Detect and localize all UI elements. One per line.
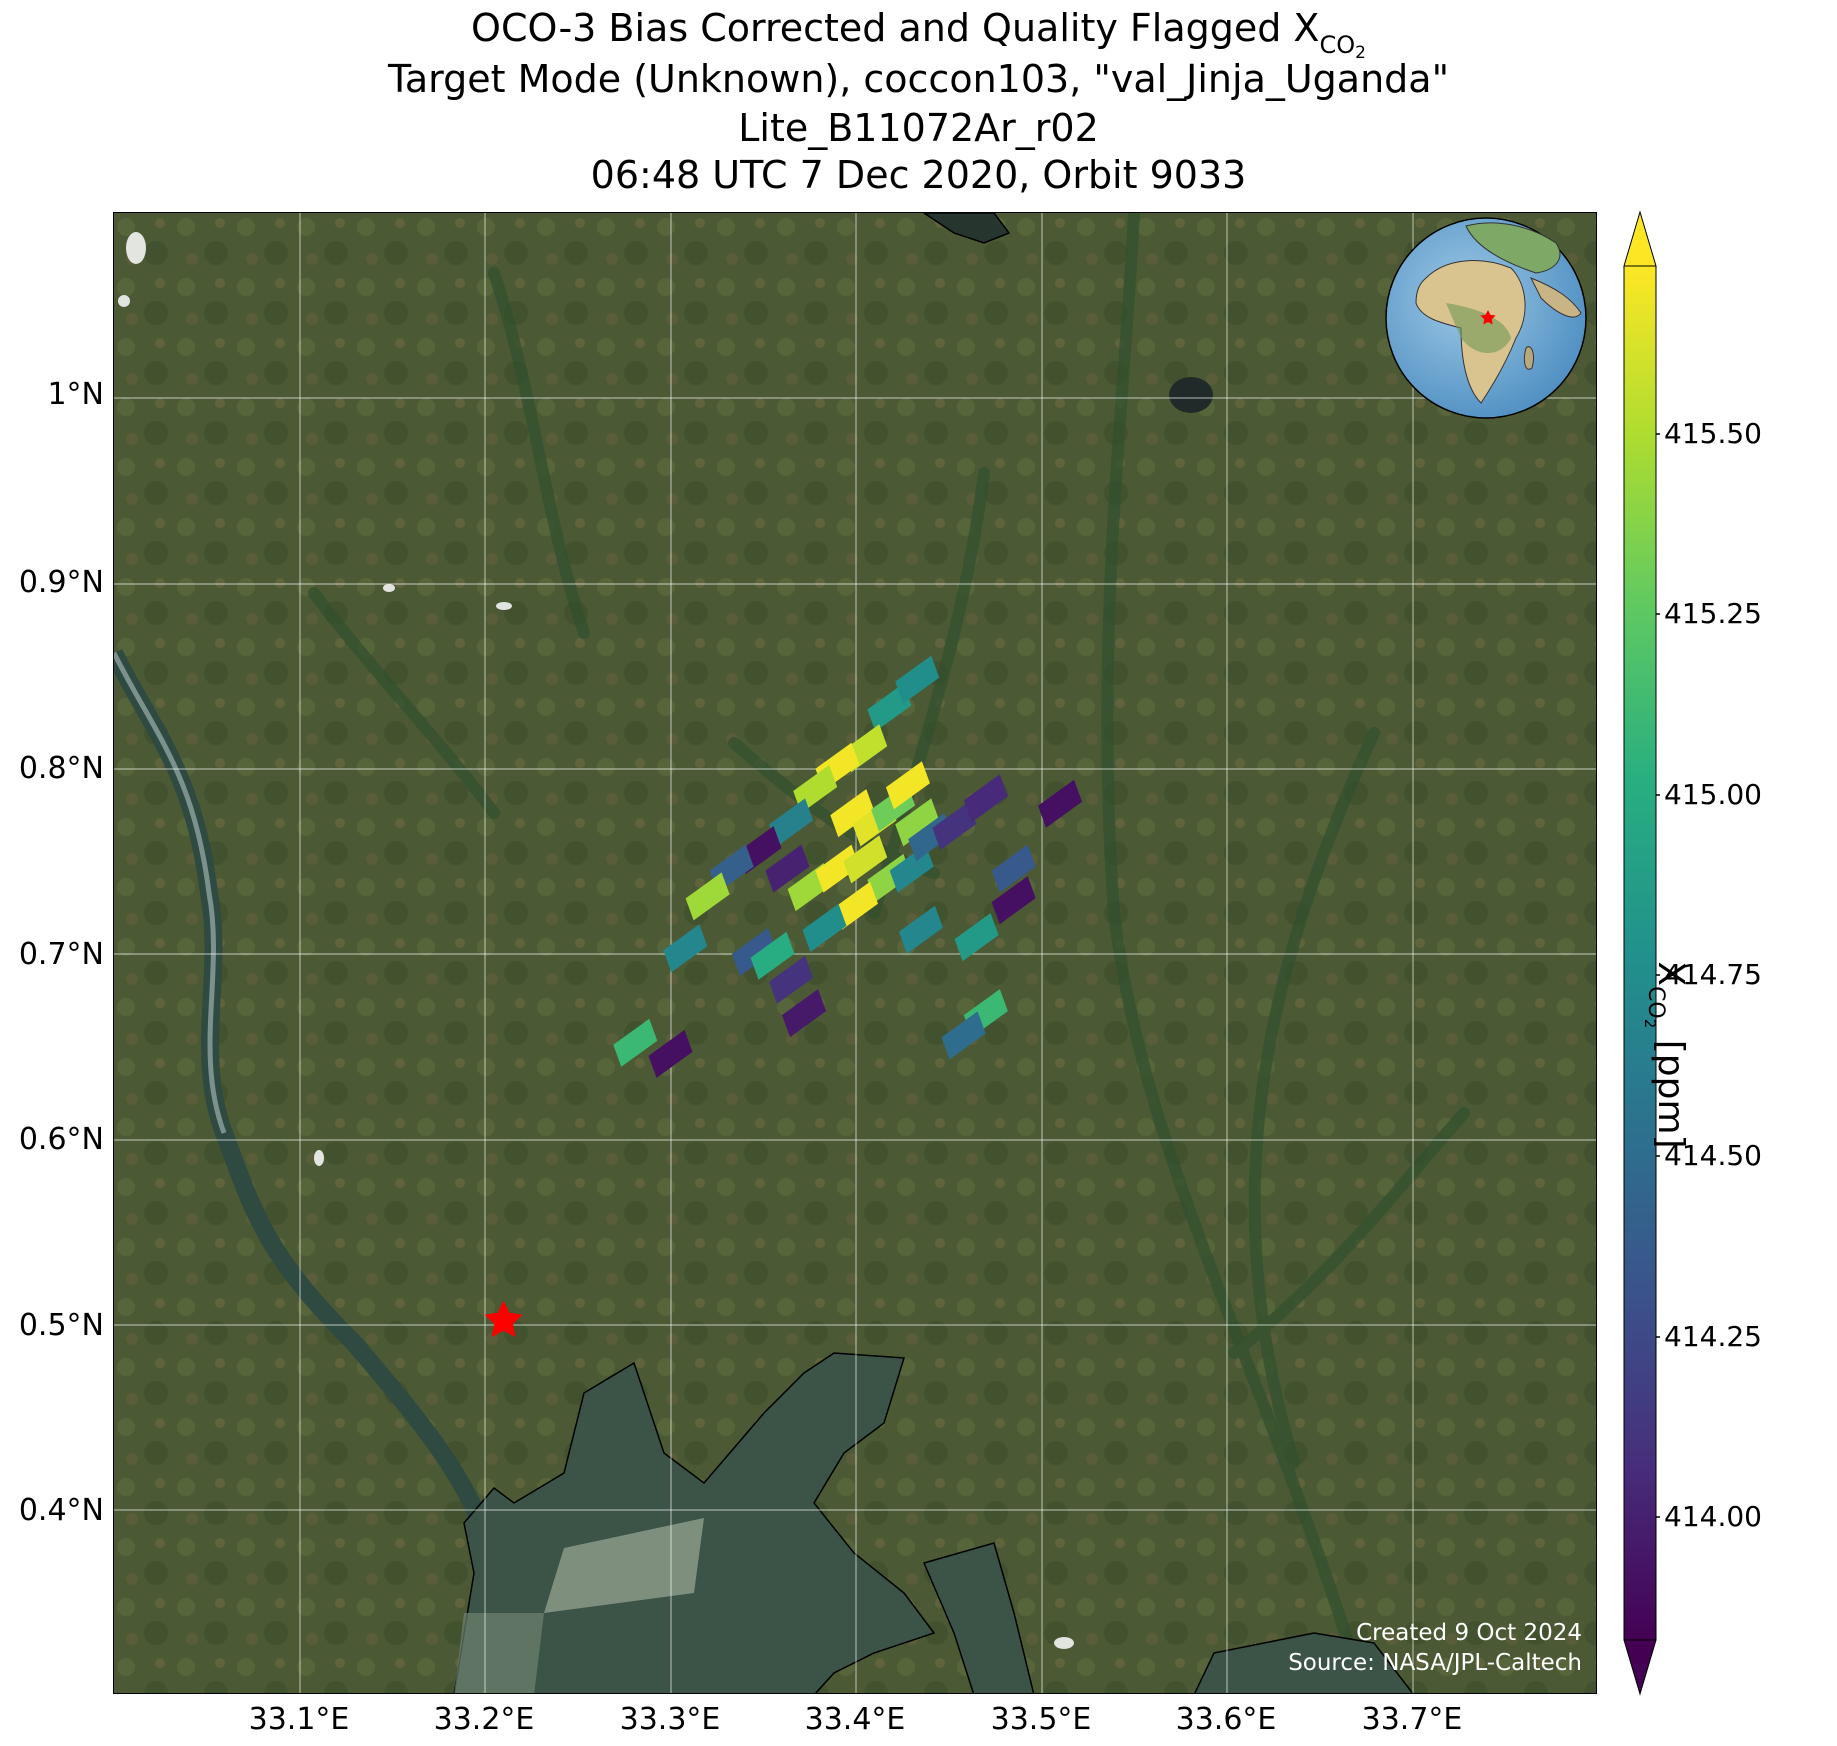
sounding-footprint xyxy=(991,876,1036,925)
y-tick-label: 0.9°N xyxy=(18,565,104,600)
credit-created: Created 9 Oct 2024 xyxy=(1356,1620,1582,1646)
x-tick-label: 33.5°E xyxy=(990,1702,1092,1737)
sounding-footprint xyxy=(954,913,999,962)
sounding-footprint xyxy=(765,844,810,893)
sounding-layer xyxy=(613,655,1083,1078)
sounding-footprint xyxy=(685,872,730,921)
x-tick-label: 33.3°E xyxy=(619,1702,721,1737)
x-tick-label: 33.2°E xyxy=(433,1702,535,1737)
colorbar-tick-label: 415.00 xyxy=(1664,778,1762,811)
sounding-footprint xyxy=(769,955,814,1004)
x-tick-label: 33.1°E xyxy=(248,1702,350,1737)
drainage-channels xyxy=(308,213,1470,1693)
small-lake xyxy=(1169,377,1213,413)
sounding-footprint xyxy=(889,844,934,893)
title-line-2: Target Mode (Unknown), coccon103, "val_J… xyxy=(387,57,1450,101)
x-tick-label: 33.4°E xyxy=(804,1702,906,1737)
sounding-footprint xyxy=(843,835,888,884)
sounding-footprint xyxy=(750,931,795,980)
colorbar-label: XCO2 [ppm] xyxy=(1641,961,1691,1149)
sounding-footprint xyxy=(815,844,860,893)
y-tick-label: 1°N xyxy=(47,377,104,412)
target-star-icon[interactable] xyxy=(484,1300,523,1337)
title-line-3: Lite_B11072Ar_r02 xyxy=(738,106,1099,150)
y-tick-label: 0.6°N xyxy=(18,1122,104,1157)
lake-east-bay xyxy=(1194,1632,1414,1693)
river-rapids xyxy=(114,651,227,1134)
lake-bay xyxy=(922,1542,1035,1693)
sounding-footprint xyxy=(1038,779,1083,828)
colorbar xyxy=(1623,210,1660,1696)
colorbar-tick-label: 414.25 xyxy=(1664,1320,1762,1353)
sounding-footprint xyxy=(963,774,1008,823)
x-tick-label: 33.6°E xyxy=(1175,1702,1277,1737)
title-line-4: 06:48 UTC 7 Dec 2020, Orbit 9033 xyxy=(590,153,1247,197)
y-tick-label: 0.8°N xyxy=(18,751,104,786)
sounding-footprint xyxy=(941,1011,986,1060)
y-tick-label: 0.7°N xyxy=(18,937,104,972)
colorbar-tick-label: 414.50 xyxy=(1664,1139,1762,1172)
sounding-footprint xyxy=(663,924,708,973)
sounding-footprint xyxy=(834,881,878,930)
colorbar-tick-label: 414.75 xyxy=(1664,958,1762,991)
colorbar-tick-label: 415.50 xyxy=(1664,417,1762,450)
map-panel[interactable]: Created 9 Oct 2024 Source: NASA/JPL-Calt… xyxy=(113,212,1597,1694)
y-tick-label: 0.4°N xyxy=(18,1493,104,1528)
x-tick-label: 33.7°E xyxy=(1361,1702,1463,1737)
sounding-footprint xyxy=(769,798,814,847)
lake-kyoga xyxy=(922,213,1011,244)
sounding-footprint xyxy=(991,844,1036,893)
title-line-1: OCO-3 Bias Corrected and Quality Flagged… xyxy=(471,6,1366,63)
colorbar-extend-max-icon xyxy=(1623,210,1657,267)
sounding-footprint xyxy=(830,789,875,838)
sounding-footprint xyxy=(648,1029,693,1078)
globe-icon xyxy=(1385,217,1587,419)
colorbar-extend-min-icon xyxy=(1623,1639,1657,1696)
y-tick-label: 0.5°N xyxy=(18,1308,104,1343)
clouds xyxy=(118,232,1074,1649)
colorbar-tick-label: 415.25 xyxy=(1664,597,1762,630)
sounding-footprint xyxy=(613,1018,658,1067)
sounding-footprint xyxy=(782,989,827,1038)
colorbar-tick-label: 414.00 xyxy=(1664,1500,1762,1533)
sounding-footprint xyxy=(932,802,977,851)
pale-tile-2 xyxy=(454,1613,544,1693)
sounding-footprint xyxy=(731,928,776,976)
pale-tile xyxy=(544,1518,704,1613)
sounding-footprint xyxy=(895,798,940,847)
credit-source: Source: NASA/JPL-Caltech xyxy=(1288,1650,1582,1676)
map-svg xyxy=(114,213,1596,1693)
sounding-footprint xyxy=(895,655,940,704)
map-background xyxy=(114,213,1596,1693)
sounding-footprint xyxy=(885,761,930,810)
sounding-footprint xyxy=(802,903,847,952)
sounding-footprint xyxy=(898,905,943,954)
globe-star-icon xyxy=(1480,310,1496,325)
